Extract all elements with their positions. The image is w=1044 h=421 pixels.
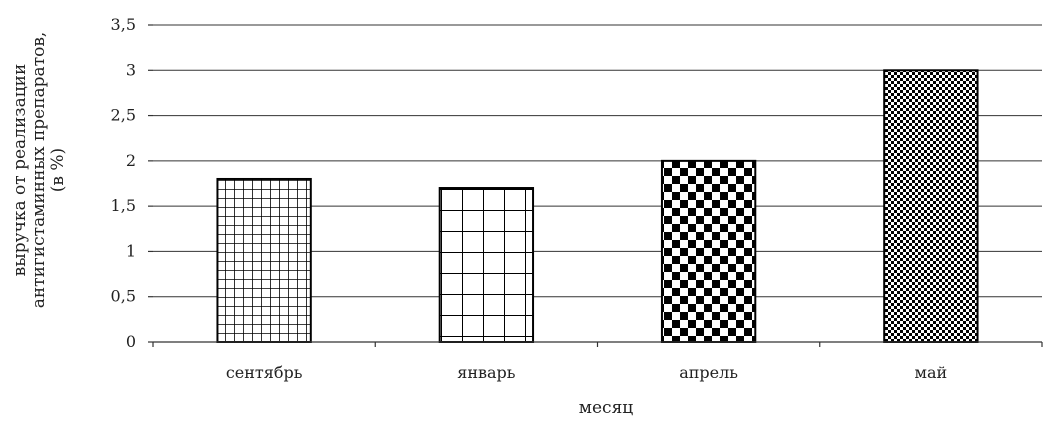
y-axis-title-line-1: выручка от реализации bbox=[10, 64, 30, 277]
x-axis-title: месяц bbox=[579, 398, 634, 418]
y-axis-title: выручка от реализации антигистаминных пр… bbox=[10, 32, 68, 309]
y-axis-title-line-3: (в %) bbox=[48, 148, 68, 192]
x-tick-label: апрель bbox=[679, 363, 738, 382]
y-tick-label: 0,5 bbox=[111, 287, 136, 306]
x-tick-label: январь bbox=[457, 363, 516, 382]
x-tick-label: май bbox=[915, 363, 948, 382]
x-tick-label: сентябрь bbox=[226, 363, 303, 382]
x-axis-ticks: сентябрь январь апрель май bbox=[152, 342, 1043, 382]
y-axis-ticks: 0 0,5 1 1,5 2 2,5 3 3,5 bbox=[111, 15, 153, 351]
bar-2 bbox=[438, 187, 535, 343]
bar-4 bbox=[883, 69, 979, 344]
bar-3 bbox=[660, 159, 757, 343]
y-tick-label: 3 bbox=[126, 60, 136, 79]
y-axis-title-line-2: антигистаминных препаратов, bbox=[29, 32, 49, 309]
bars bbox=[216, 69, 979, 344]
y-tick-label: 2 bbox=[126, 151, 136, 170]
y-tick-label: 1,5 bbox=[111, 196, 136, 215]
y-tick-label: 0 bbox=[126, 332, 136, 351]
y-tick-label: 1 bbox=[126, 241, 136, 260]
y-tick-label: 3,5 bbox=[111, 15, 136, 34]
y-tick-label: 2,5 bbox=[111, 106, 136, 125]
bar-1 bbox=[216, 177, 312, 343]
